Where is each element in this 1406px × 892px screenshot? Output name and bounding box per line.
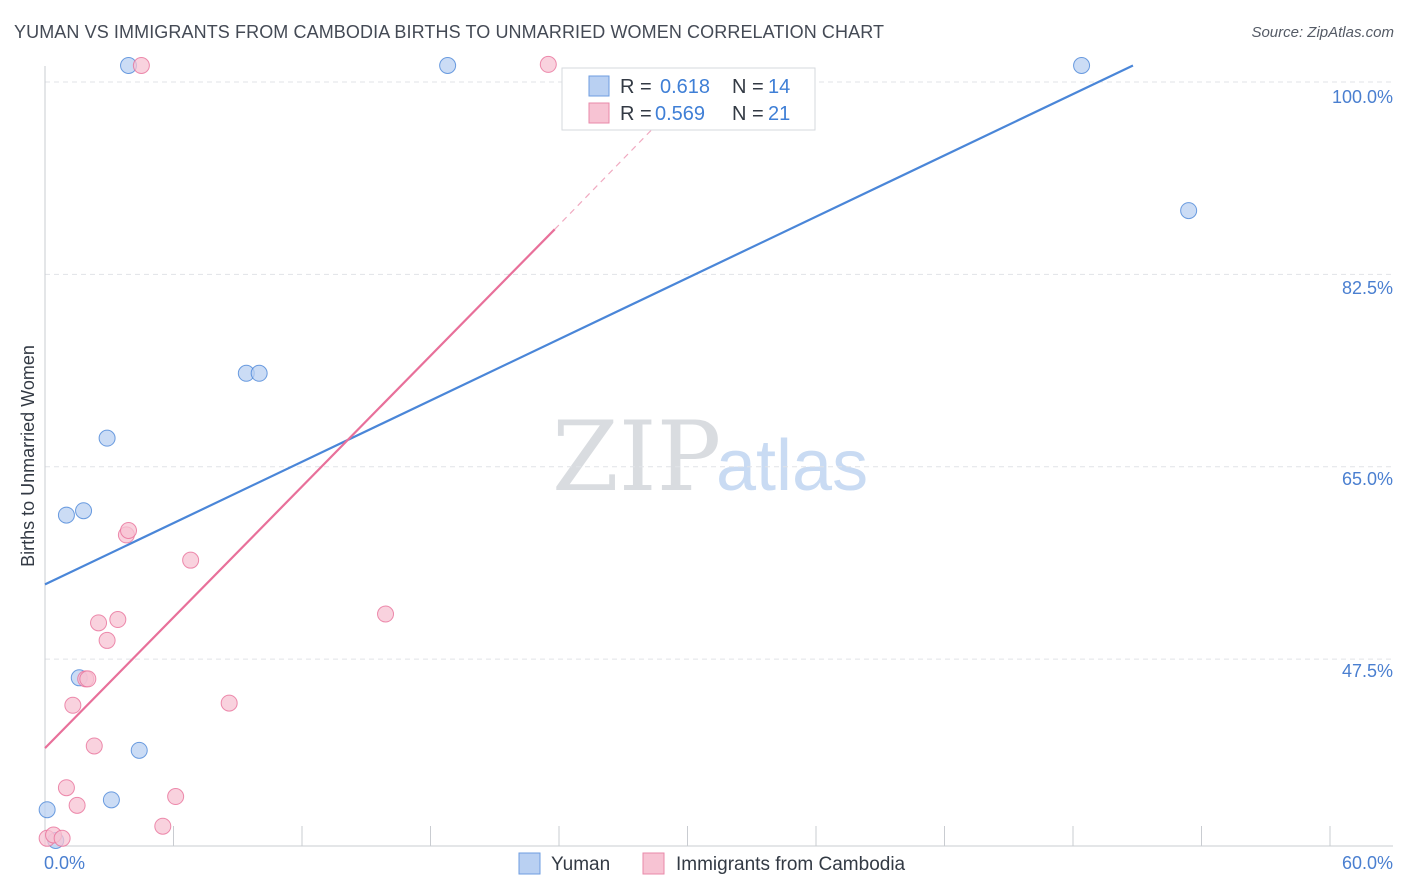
legend-r-value-yuman: 0.618 bbox=[660, 76, 710, 98]
point-1-20 bbox=[539, 55, 557, 73]
point-0-13 bbox=[1180, 202, 1198, 220]
trend-extension-1 bbox=[554, 125, 656, 230]
legend-swatch-yuman bbox=[588, 75, 610, 97]
point-1-15 bbox=[154, 817, 172, 835]
bottom-legend-label-cambodia: Immigrants from Cambodia bbox=[676, 854, 906, 875]
point-1-10 bbox=[98, 631, 116, 649]
y-tick-label-65: 65.0% bbox=[1342, 469, 1393, 489]
point-0-0 bbox=[38, 801, 56, 819]
point-0-6 bbox=[102, 791, 120, 809]
point-0-8 bbox=[130, 741, 148, 759]
point-1-3 bbox=[57, 779, 75, 797]
y-axis-label: Births to Unmarried Women bbox=[18, 345, 38, 567]
legend-n-label-yuman: N = bbox=[732, 76, 764, 98]
x-tick-label-max: 60.0% bbox=[1342, 853, 1393, 873]
legend-n-value-cambodia: 21 bbox=[768, 103, 790, 125]
point-1-8 bbox=[85, 737, 103, 755]
legend-r-label-cambodia: R = bbox=[620, 103, 652, 125]
point-0-2 bbox=[57, 506, 75, 524]
watermark-zip: ZIP bbox=[552, 401, 721, 513]
point-1-18 bbox=[220, 694, 238, 712]
point-1-5 bbox=[68, 796, 86, 814]
bottom-legend-swatch-cambodia bbox=[642, 852, 665, 875]
point-1-17 bbox=[182, 551, 200, 569]
point-1-9 bbox=[90, 614, 108, 632]
point-0-5 bbox=[98, 429, 116, 447]
bottom-legend-label-yuman: Yuman bbox=[551, 854, 610, 875]
y-tick-label-100: 100.0% bbox=[1332, 87, 1393, 107]
legend-r-value-cambodia: 0.569 bbox=[655, 103, 705, 125]
point-1-19 bbox=[377, 605, 395, 623]
point-1-11 bbox=[109, 611, 127, 629]
point-0-11 bbox=[439, 56, 457, 74]
data-points bbox=[38, 55, 1198, 850]
bottom-legend-swatch-yuman bbox=[518, 852, 541, 875]
chart-title: YUMAN VS IMMIGRANTS FROM CAMBODIA BIRTHS… bbox=[14, 22, 885, 42]
point-1-13 bbox=[120, 522, 138, 540]
legend-n-label-cambodia: N = bbox=[732, 103, 764, 125]
point-0-10 bbox=[250, 364, 268, 382]
trend-line-0 bbox=[44, 64, 1134, 586]
stats-legend: R = 0.618 N = 14 R = 0.569 N = 21 bbox=[561, 67, 816, 131]
point-1-7 bbox=[79, 670, 97, 688]
trend-line-1 bbox=[44, 228, 556, 749]
x-tick-label-min: 0.0% bbox=[44, 853, 85, 873]
trend-lines bbox=[44, 64, 1134, 749]
point-0-12 bbox=[1073, 56, 1091, 74]
series-legend: Yuman Immigrants from Cambodia bbox=[518, 852, 906, 875]
point-0-3 bbox=[75, 502, 93, 520]
point-1-14 bbox=[132, 56, 150, 74]
legend-n-value-yuman: 14 bbox=[768, 76, 790, 98]
source-credit: Source: ZipAtlas.com bbox=[1251, 24, 1394, 41]
watermark-atlas: atlas bbox=[716, 426, 868, 506]
axes bbox=[44, 66, 1393, 847]
point-1-2 bbox=[53, 829, 71, 847]
y-tick-label-47-5: 47.5% bbox=[1342, 661, 1393, 681]
legend-swatch-cambodia bbox=[588, 102, 610, 124]
point-1-4 bbox=[64, 696, 82, 714]
legend-r-label-yuman: R = bbox=[620, 76, 652, 98]
point-1-16 bbox=[167, 788, 185, 806]
y-tick-label-82-5: 82.5% bbox=[1342, 278, 1393, 298]
